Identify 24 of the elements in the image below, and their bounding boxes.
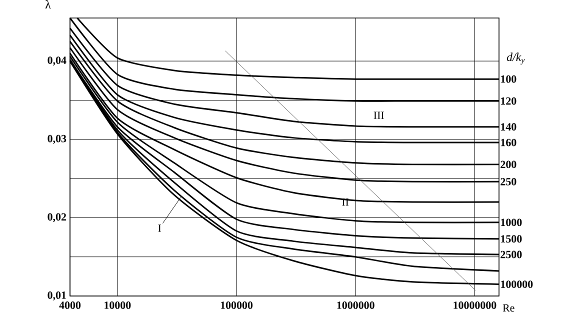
x-tick-label: 4000 xyxy=(59,302,81,309)
series-label: 1500 xyxy=(501,235,522,243)
series-label: 140 xyxy=(501,123,516,131)
series-label: 160 xyxy=(501,138,516,146)
y-tick-label: 0,02 xyxy=(48,213,66,222)
y-tick-label: 0,04 xyxy=(48,56,66,66)
y-tick-label: 0,01 xyxy=(48,292,66,300)
x-tick-label: 100000 xyxy=(220,302,253,309)
series-label: 100000 xyxy=(501,280,533,288)
series-label: 1000 xyxy=(501,218,522,226)
x-tick-label: 10000000 xyxy=(454,302,496,309)
x-axis-title: Re xyxy=(502,304,514,312)
series-label: 250 xyxy=(500,178,516,186)
y-axis-title: λ xyxy=(45,0,51,8)
annotation: I xyxy=(158,224,162,232)
annotation: III xyxy=(374,112,384,119)
y-tick-label: 0,03 xyxy=(48,134,66,144)
series-label: 2500 xyxy=(500,250,522,258)
series-label: 120 xyxy=(501,97,516,105)
x-tick-label: 10000 xyxy=(104,302,131,309)
series-label: 200 xyxy=(500,160,516,168)
legend-title: d/k$_{y}$ xyxy=(506,52,525,64)
series-label: 100 xyxy=(501,75,516,83)
x-tick-label: 1000000 xyxy=(337,302,374,309)
